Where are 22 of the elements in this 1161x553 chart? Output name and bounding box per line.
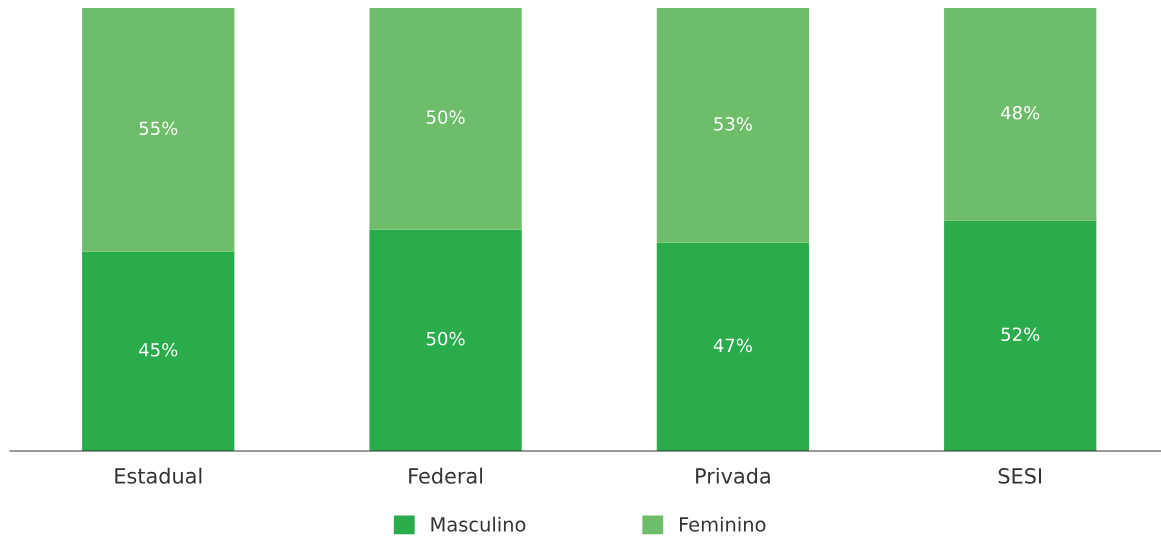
- bar: [82, 8, 235, 252]
- bar: [944, 8, 1097, 221]
- bar: [656, 8, 810, 243]
- data-label: 52%: [1001, 327, 1040, 342]
- data-label: 47%: [713, 338, 752, 353]
- bar: [944, 220, 1097, 451]
- data-label: 50%: [426, 331, 465, 346]
- bar: [369, 8, 522, 230]
- data-label: 50%: [426, 110, 465, 124]
- data-label: 48%: [1001, 105, 1040, 120]
- data-label: 55%: [139, 121, 178, 136]
- legend-label: Feminino: [679, 516, 766, 532]
- bar: [82, 251, 235, 451]
- x-tick-label: Privada: [696, 467, 770, 484]
- x-tick-label: Estadual: [115, 467, 202, 484]
- x-tick-label: Federal: [409, 467, 483, 484]
- x-tick-label: SESI: [998, 468, 1042, 484]
- data-label: 45%: [139, 342, 178, 357]
- data-label: 53%: [714, 116, 752, 131]
- bar: [369, 229, 522, 451]
- bar: [656, 242, 810, 451]
- legend-label: Masculino: [431, 516, 526, 532]
